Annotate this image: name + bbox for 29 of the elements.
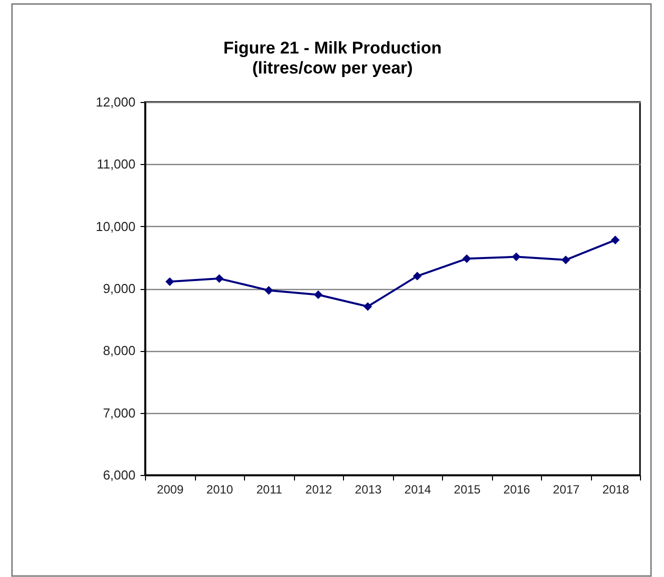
chart-subtitle: (litres/cow per year) bbox=[252, 58, 413, 78]
x-tick-label: 2013 bbox=[354, 482, 382, 496]
point bbox=[462, 254, 472, 263]
point bbox=[412, 272, 422, 280]
x-tick-label: 2009 bbox=[156, 482, 184, 496]
x-tick-label: 2017 bbox=[552, 482, 580, 496]
y-tick-label: 7,000 bbox=[102, 405, 136, 420]
x-tick-label: 2010 bbox=[206, 482, 234, 496]
y-tick-label: 12,000 bbox=[96, 94, 136, 110]
y-tick-label: 9,000 bbox=[102, 281, 136, 296]
point bbox=[214, 274, 224, 283]
point bbox=[610, 236, 620, 244]
point bbox=[165, 277, 174, 286]
x-tick-label: 2011 bbox=[256, 482, 282, 496]
y-tick-label: 10,000 bbox=[96, 218, 136, 234]
point bbox=[512, 252, 521, 262]
y-tick-label: 11,000 bbox=[96, 156, 136, 172]
x-tick-label: 2018 bbox=[602, 482, 630, 496]
point bbox=[561, 256, 570, 264]
x-tick-label: 2012 bbox=[305, 482, 332, 496]
point bbox=[264, 286, 274, 295]
chart-title: Figure 21 - Milk Production bbox=[223, 38, 442, 58]
y-tick-label: 8,000 bbox=[102, 343, 136, 358]
x-tick-label: 2015 bbox=[454, 482, 481, 496]
y-tick-label: 6,000 bbox=[102, 468, 136, 482]
x-tick-label: 2016 bbox=[503, 482, 530, 496]
point bbox=[363, 302, 372, 311]
point bbox=[314, 290, 323, 300]
x-tick-label: 2014 bbox=[404, 482, 432, 496]
